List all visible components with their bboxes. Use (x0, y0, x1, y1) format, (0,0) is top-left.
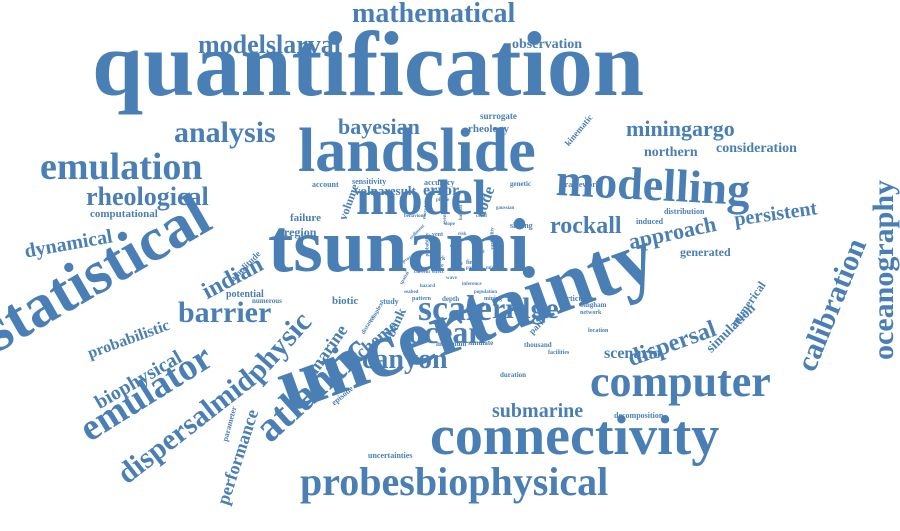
word-error: error (423, 182, 460, 199)
word-distribution: distribution (664, 207, 705, 216)
word-bayesian: bayesian (338, 114, 420, 139)
word-analysis: analysis (174, 116, 276, 149)
word-population: population (474, 290, 498, 295)
word-northern: northern (644, 145, 698, 160)
word-landslide: landslide (298, 117, 536, 185)
word-wave: wave (446, 276, 457, 281)
word-connectivity: connectivity (430, 405, 720, 467)
word-behaviour: behaviour (404, 214, 426, 219)
word-tsunami: tsunami (268, 204, 530, 288)
word-maximum: maximum (436, 340, 467, 348)
word-bingham: bingham (580, 301, 607, 309)
word-probesbiophysical: probesbiophysical (300, 459, 609, 504)
word-location: location (588, 328, 609, 334)
word-simulate: simulate (468, 339, 494, 347)
word-decomposition: decomposition (614, 411, 664, 420)
word-plume: plume (436, 198, 450, 203)
word-induced: induced (636, 217, 664, 226)
word-network: network (580, 310, 602, 316)
word-observation: observation (512, 37, 582, 52)
word-generated: generated (680, 245, 731, 259)
word-risk: risk (458, 232, 467, 237)
word-habitat: habitat (459, 204, 465, 221)
word-numerous: numerous (252, 297, 282, 305)
word-framework: framework (562, 180, 601, 189)
word-model: model (356, 169, 487, 225)
word-failure: failure (290, 212, 321, 224)
word-canyon: canyon (362, 344, 448, 375)
word-mathematical: mathematical (352, 0, 516, 29)
word-surrogate: surrogate (480, 111, 517, 121)
word-consideration: consideration (716, 141, 797, 156)
word-volnaresult: volnaresult (354, 183, 416, 198)
word-field: field (466, 260, 478, 266)
word-potential: potential (226, 289, 264, 300)
word-ridge: ridge (492, 292, 559, 325)
word-slope: slope (444, 222, 455, 227)
word-calibration: calibration (790, 233, 874, 376)
word-computer: computer (590, 357, 771, 406)
word-hazard: hazard (420, 284, 435, 289)
word-account: account (312, 180, 339, 189)
word-scale: scale (418, 288, 492, 328)
word-computational: computational (90, 208, 158, 220)
word-scenario: scenario (604, 345, 661, 362)
word-deep: deep (450, 244, 460, 249)
word-emulation: emulation (40, 146, 203, 188)
word-uncertainties: uncertainties (368, 451, 413, 460)
word-biotic: biotic (332, 295, 359, 307)
word-depth: depth (442, 295, 460, 303)
word-paper: paper (466, 266, 479, 271)
word-ocean: ocean (408, 314, 487, 350)
word-mixing: mixing (486, 266, 501, 271)
word-prior: prior (452, 262, 464, 267)
word-gaussian: gaussian (496, 206, 515, 211)
word-sliding: sliding (510, 221, 533, 230)
word-sensitivity: sensitivity (352, 177, 387, 186)
word-accuracy: accuracy (424, 178, 455, 187)
word-flow: flow (398, 245, 404, 256)
word-rheological: rheological (86, 182, 209, 211)
word-pattern: pattern (412, 296, 431, 302)
word-duration: duration (500, 371, 527, 379)
word-performance: performance (212, 406, 263, 508)
word-rockall: rockall (550, 213, 622, 239)
word-effect: effect (432, 270, 444, 275)
word-rheology: rheology (468, 123, 509, 135)
word-particular: particular (558, 294, 593, 303)
word-mining: mining (484, 296, 503, 302)
word-seabed: seabed (404, 290, 419, 295)
word-coral: coral (476, 214, 487, 219)
word-work: work (432, 256, 446, 262)
word-miningargo: miningargo (626, 116, 735, 141)
word-vent: vent (432, 232, 443, 238)
word-current: current (414, 270, 431, 275)
word-study: study (380, 297, 399, 306)
word-inference: inference (462, 282, 482, 287)
word-probability: probability (425, 232, 431, 257)
word-kinematic: kinematic (562, 112, 595, 148)
word-variability: variability (490, 227, 496, 250)
word-larval: larval (472, 250, 485, 255)
word-facilities: facilities (548, 350, 570, 356)
word-submarine: submarine (492, 400, 584, 422)
word-region: region (284, 225, 317, 239)
word-genetic: genetic (510, 180, 531, 188)
word-modelslarval: modelslarval (198, 30, 341, 59)
word-barrier: barrier (178, 296, 272, 329)
word-zone: zone (432, 263, 444, 269)
word-oceanography: oceanography (867, 180, 900, 360)
word-thousand: thousand (524, 341, 552, 349)
word-quantification: quantification (92, 13, 645, 115)
